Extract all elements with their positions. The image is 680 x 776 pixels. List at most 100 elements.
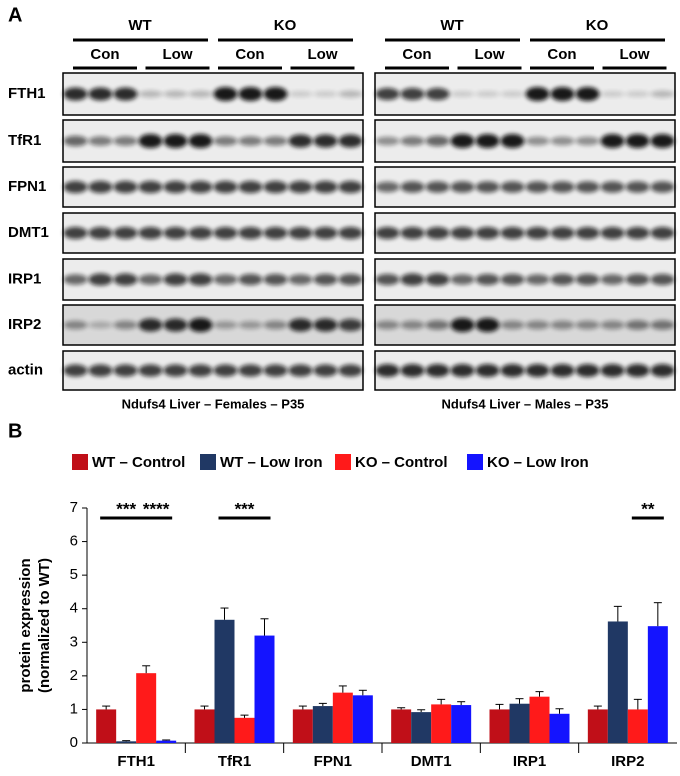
band <box>113 273 138 286</box>
band <box>163 134 188 148</box>
panel-label: A <box>8 4 22 26</box>
band <box>313 273 338 286</box>
band <box>238 136 263 146</box>
blot-row <box>62 166 364 208</box>
blot-row <box>374 166 676 208</box>
condition-label: Con <box>90 46 119 63</box>
group-label: WT <box>440 17 463 34</box>
band <box>500 320 525 330</box>
condition-label: Low <box>475 46 505 63</box>
blot-row <box>62 304 364 346</box>
panel-label: B <box>8 420 22 442</box>
band <box>213 226 238 240</box>
band <box>313 134 338 148</box>
band <box>238 273 263 286</box>
band <box>288 180 313 194</box>
blot-row <box>62 212 364 254</box>
band <box>525 226 550 240</box>
legend-swatch <box>335 454 351 470</box>
band <box>138 274 163 285</box>
blot-row <box>374 72 676 116</box>
band <box>238 321 263 329</box>
protein-label: actin <box>8 361 43 378</box>
band <box>600 226 625 240</box>
bar <box>96 709 117 743</box>
condition-label: Low <box>308 46 338 63</box>
band <box>450 134 475 148</box>
band <box>375 320 400 330</box>
band <box>213 136 238 146</box>
band <box>188 226 213 240</box>
band <box>313 91 338 97</box>
band <box>425 135 450 147</box>
band <box>138 364 163 377</box>
group-label: KO <box>586 17 609 34</box>
bar <box>647 626 668 743</box>
band <box>63 320 88 330</box>
band <box>550 226 575 240</box>
band <box>88 226 113 240</box>
band <box>338 318 363 332</box>
band <box>375 136 400 146</box>
band <box>113 226 138 240</box>
band <box>550 87 575 101</box>
band <box>313 180 338 194</box>
band <box>575 273 600 286</box>
band <box>88 364 113 377</box>
band <box>550 181 575 193</box>
band <box>575 136 600 146</box>
band <box>575 87 600 101</box>
band <box>88 136 113 146</box>
x-tick-label: IRP2 <box>611 753 644 770</box>
band <box>338 364 363 377</box>
bar <box>509 703 530 743</box>
band <box>500 91 525 97</box>
blot-row <box>62 350 364 391</box>
band <box>650 363 675 378</box>
band <box>475 273 500 286</box>
band <box>600 181 625 193</box>
band <box>525 363 550 378</box>
band <box>375 226 400 240</box>
band <box>400 363 425 378</box>
bar <box>312 706 333 743</box>
y-axis-label-line: protein expression <box>17 558 34 692</box>
bar <box>292 709 313 743</box>
band <box>650 320 675 330</box>
band <box>263 320 288 330</box>
band <box>88 180 113 194</box>
band <box>500 273 525 286</box>
band <box>288 318 313 332</box>
band <box>525 320 550 330</box>
bar <box>136 673 157 743</box>
band <box>338 226 363 240</box>
bar <box>194 709 215 743</box>
protein-label: IRP1 <box>8 270 41 287</box>
band <box>375 181 400 193</box>
bar <box>254 635 275 743</box>
band <box>113 180 138 194</box>
band <box>163 318 188 332</box>
y-tick-label: 1 <box>70 700 78 717</box>
y-tick-label: 3 <box>70 633 78 650</box>
band <box>188 273 213 286</box>
band <box>550 136 575 146</box>
condition-label: Con <box>235 46 264 63</box>
band <box>475 318 500 332</box>
band <box>288 226 313 240</box>
band <box>425 273 450 286</box>
band <box>263 136 288 146</box>
bar <box>411 712 432 743</box>
band <box>600 91 625 97</box>
band <box>450 226 475 240</box>
band <box>375 273 400 286</box>
protein-label: TfR1 <box>8 132 41 149</box>
band <box>600 363 625 378</box>
band <box>450 318 475 332</box>
legend-swatch <box>200 454 216 470</box>
band <box>238 87 263 101</box>
band <box>238 226 263 240</box>
band <box>113 320 138 330</box>
band <box>338 134 363 148</box>
blot-row <box>374 304 676 346</box>
